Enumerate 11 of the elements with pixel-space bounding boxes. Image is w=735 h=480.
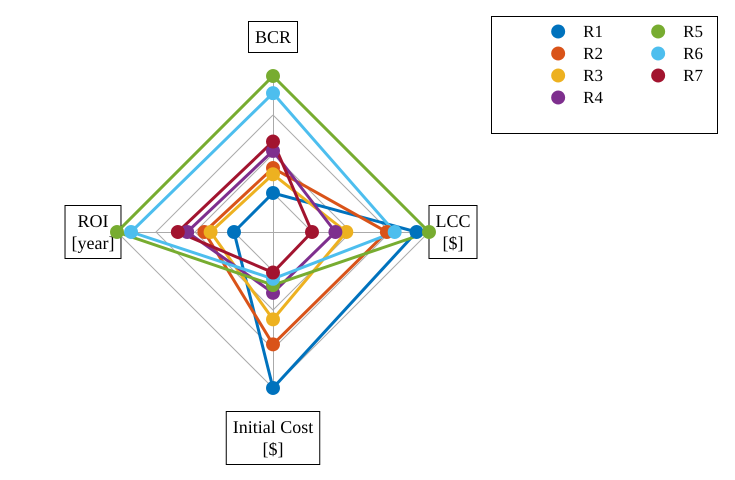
- legend-label: R3: [583, 66, 604, 85]
- spoke-label: BCR: [254, 27, 292, 47]
- spoke-label: Initial Cost [$]: [232, 417, 314, 459]
- legend-label: R6: [683, 44, 704, 63]
- spoke-label: ROI [year]: [72, 211, 114, 253]
- legend-label: R4: [583, 88, 604, 107]
- legend-label: R2: [583, 44, 604, 63]
- legend-label: R1: [583, 22, 604, 41]
- legend-label: R7: [683, 66, 704, 85]
- spoke-label: LCC [$]: [435, 211, 471, 253]
- legend-label: R5: [683, 22, 704, 41]
